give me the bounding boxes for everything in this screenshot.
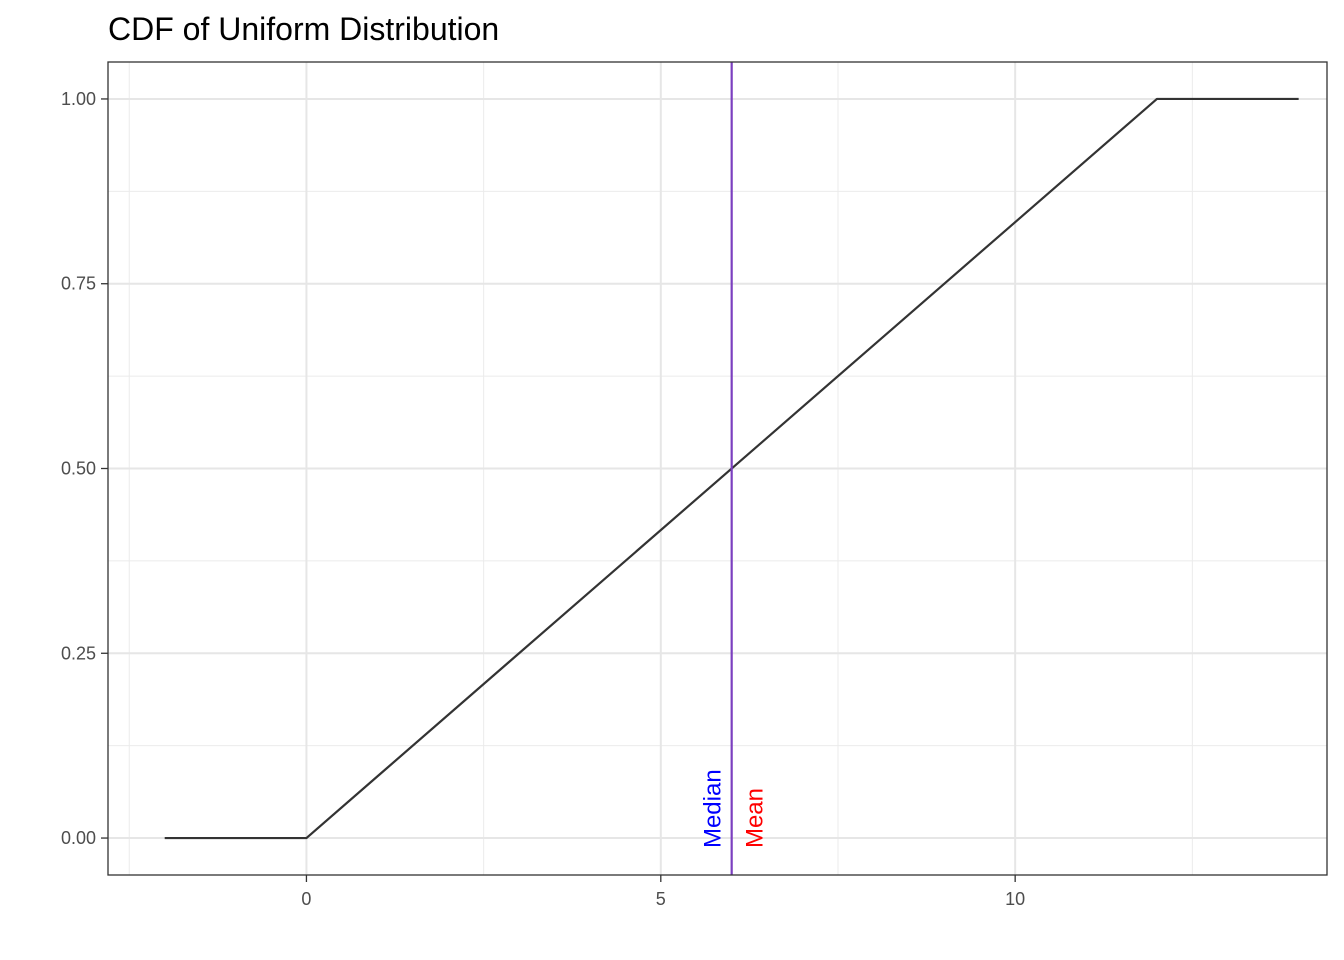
plot-area: Median Mean 0 5 10 0.00 0.25 0.50 0.75 1.00: [61, 61, 1328, 909]
annotation-mean: Mean: [742, 788, 769, 848]
x-tick-label: 0: [301, 889, 311, 909]
y-tick-label: 0.25: [61, 643, 96, 663]
x-tick-label: 10: [1005, 889, 1025, 909]
annotation-median: Median: [700, 769, 727, 848]
x-tick-label: 5: [656, 889, 666, 909]
chart-title: CDF of Uniform Distribution: [108, 11, 499, 47]
y-tick-label: 0.75: [61, 274, 96, 294]
y-tick-label: 1.00: [61, 89, 96, 109]
y-tick-label: 0.50: [61, 459, 96, 479]
y-tick-label: 0.00: [61, 828, 96, 848]
